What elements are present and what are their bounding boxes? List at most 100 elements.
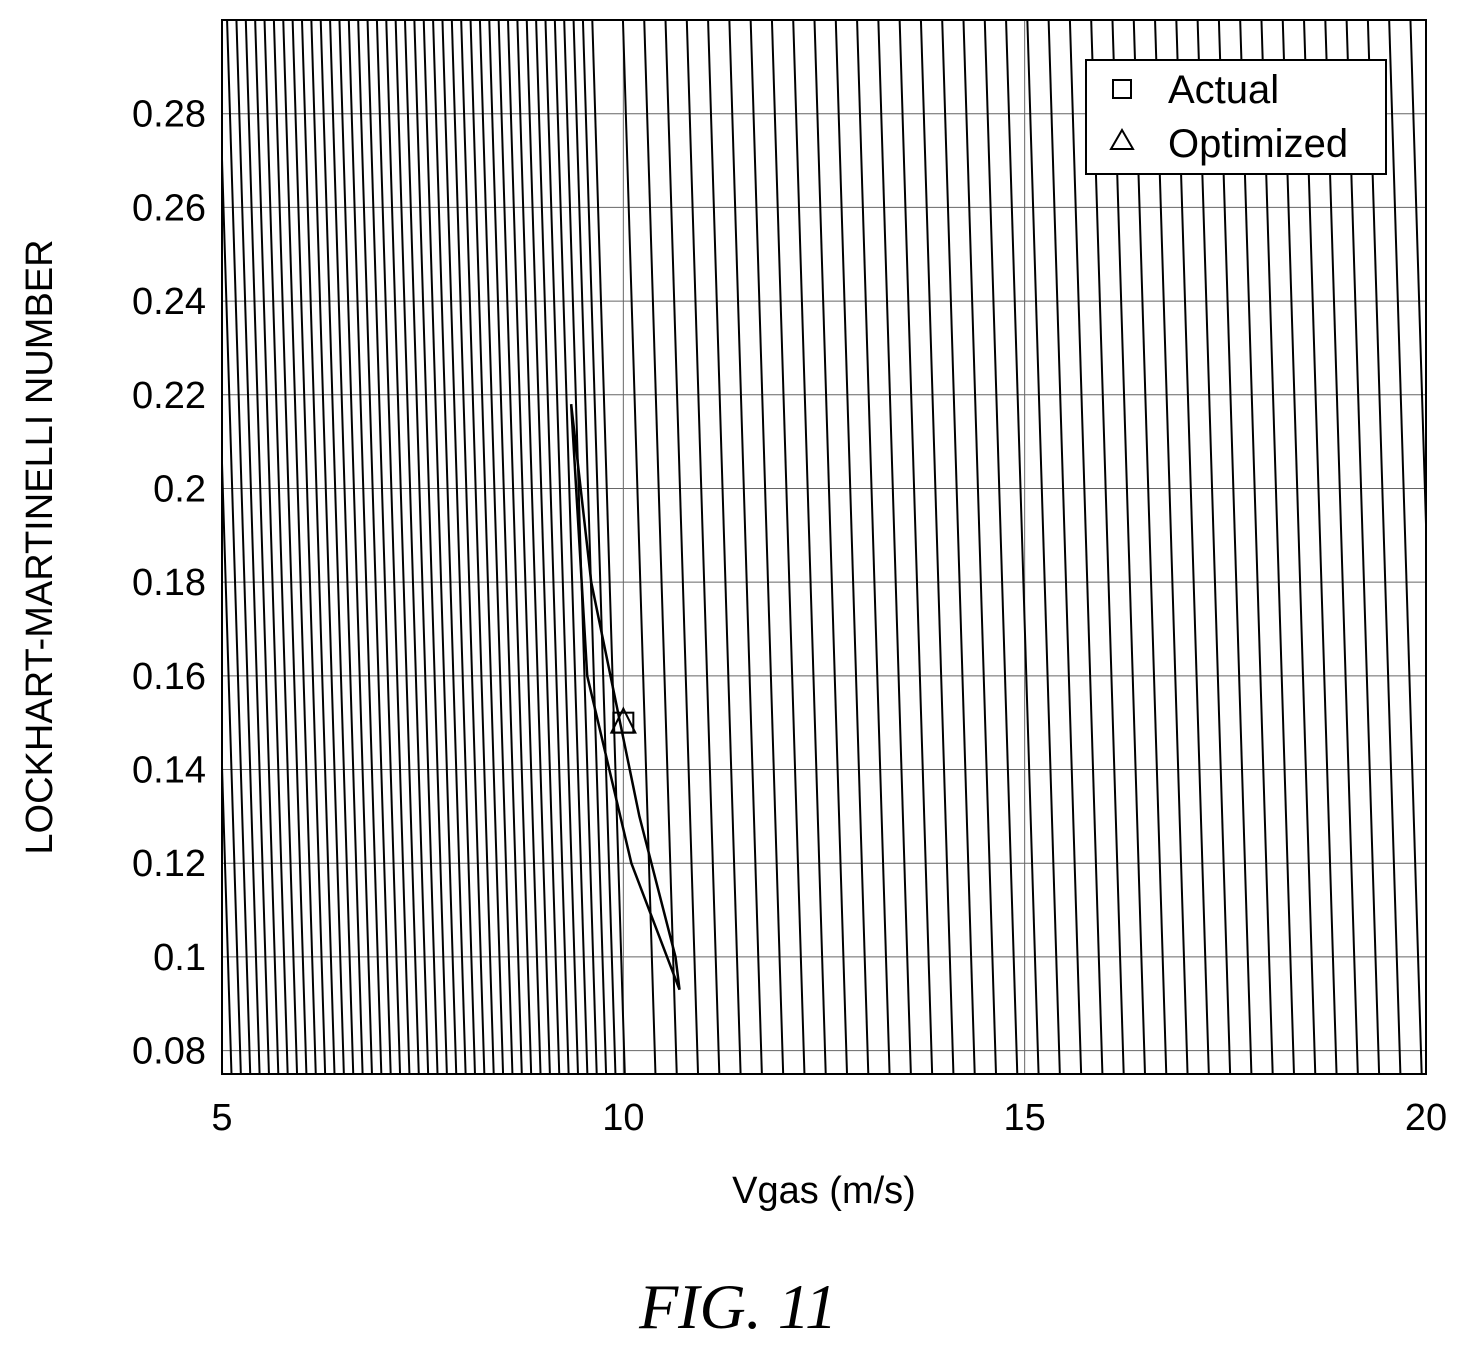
y-tick-labels: 0.08 0.1 0.12 0.14 0.16 0.18 0.2 0.22 0.24 0.26 0.… bbox=[132, 94, 206, 1073]
contour-line bbox=[1132, 20, 1168, 1074]
contour-line bbox=[728, 20, 763, 1074]
contour-line bbox=[919, 20, 955, 1074]
y-tick-label: 0.14 bbox=[132, 750, 206, 792]
contour-line bbox=[1090, 20, 1125, 1074]
y-tick-label: 0.12 bbox=[132, 843, 206, 885]
x-tick-label: 15 bbox=[1004, 1097, 1046, 1139]
contour-line bbox=[235, 20, 270, 1074]
contour-line bbox=[1068, 20, 1104, 1074]
y-tick-label: 0.1 bbox=[153, 937, 206, 979]
contour-line bbox=[1111, 20, 1146, 1074]
contour-line bbox=[685, 20, 721, 1074]
contour-line bbox=[1175, 20, 1210, 1074]
contour-line bbox=[366, 20, 402, 1074]
contour-line bbox=[525, 20, 561, 1074]
contour-line bbox=[1303, 20, 1338, 1074]
data-markers bbox=[609, 706, 637, 734]
contour-line bbox=[450, 20, 486, 1074]
contour-line bbox=[226, 20, 261, 1074]
contour-line bbox=[432, 20, 467, 1074]
contour-line bbox=[347, 20, 383, 1074]
legend-box bbox=[1085, 59, 1387, 175]
contour-line bbox=[591, 20, 626, 1074]
contour-line bbox=[460, 20, 495, 1074]
contour-line bbox=[962, 20, 997, 1074]
contour-line bbox=[1345, 20, 1381, 1074]
contour-line bbox=[535, 20, 570, 1074]
contour-line bbox=[544, 20, 579, 1074]
contour-line bbox=[222, 734, 233, 1074]
y-tick-label: 0.18 bbox=[132, 562, 206, 604]
contour-line bbox=[1026, 20, 1061, 1074]
contour-line bbox=[1388, 20, 1423, 1074]
x-tick-label: 20 bbox=[1405, 1097, 1447, 1139]
contour-line bbox=[1196, 20, 1232, 1074]
contour-line bbox=[300, 20, 336, 1074]
contour-line bbox=[394, 20, 430, 1074]
contour-line bbox=[1005, 20, 1040, 1074]
contour-line bbox=[488, 20, 523, 1074]
contour-line bbox=[357, 20, 392, 1074]
contour-line bbox=[553, 20, 589, 1074]
contour-line bbox=[385, 20, 420, 1074]
contour-line bbox=[282, 20, 317, 1074]
legend-triangle-icon bbox=[1109, 128, 1135, 150]
y-tick-label: 0.2 bbox=[153, 468, 206, 510]
contour-line bbox=[478, 20, 514, 1074]
contour-line bbox=[877, 20, 912, 1074]
contour-line bbox=[413, 20, 448, 1074]
x-tick-label: 10 bbox=[602, 1097, 644, 1139]
contour-line bbox=[664, 20, 700, 1074]
y-tick-label: 0.16 bbox=[132, 656, 206, 698]
x-tick-label: 5 bbox=[211, 1097, 232, 1139]
contour-line bbox=[375, 20, 411, 1074]
legend-label-actual: Actual bbox=[1168, 68, 1279, 112]
contour-line bbox=[749, 20, 785, 1074]
contour-line bbox=[834, 20, 870, 1074]
contour-line bbox=[422, 20, 458, 1074]
contour-line bbox=[244, 20, 280, 1074]
y-tick-label: 0.26 bbox=[132, 187, 206, 229]
contour-line bbox=[1047, 20, 1083, 1074]
contour-line bbox=[581, 20, 617, 1074]
figure-caption: FIG. 11 bbox=[638, 1271, 837, 1342]
contour-line bbox=[263, 20, 299, 1074]
y-tick-label: 0.28 bbox=[132, 94, 206, 136]
contour-line bbox=[621, 20, 657, 1074]
y-tick-label: 0.24 bbox=[132, 281, 206, 323]
contour-line bbox=[770, 20, 806, 1074]
legend-label-optimized: Optimized bbox=[1168, 122, 1348, 166]
contour-line bbox=[497, 20, 533, 1074]
contour-line bbox=[792, 20, 827, 1074]
contour-line bbox=[254, 20, 289, 1074]
contour-line bbox=[1366, 20, 1402, 1074]
plot-frame bbox=[221, 19, 1427, 1075]
contour-line bbox=[469, 20, 505, 1074]
contour-line bbox=[310, 20, 345, 1074]
contour-line bbox=[1324, 20, 1359, 1074]
contour-line bbox=[1217, 20, 1253, 1074]
contour-line-inner bbox=[569, 403, 681, 991]
contour-line bbox=[856, 20, 891, 1074]
legend: Actual Optimized bbox=[1085, 59, 1387, 175]
contour-line bbox=[291, 20, 327, 1074]
contour-line bbox=[338, 20, 373, 1074]
x-tick-labels: 5 10 15 20 bbox=[211, 1097, 1447, 1139]
legend-square-icon bbox=[1112, 79, 1132, 99]
y-tick-label: 0.08 bbox=[132, 1031, 206, 1073]
contour-line bbox=[329, 20, 364, 1074]
contour-line bbox=[403, 20, 439, 1074]
contour-line bbox=[272, 20, 308, 1074]
contour-line bbox=[222, 430, 242, 1074]
contour-line bbox=[319, 20, 355, 1074]
contour-line bbox=[507, 20, 542, 1074]
contour-lines bbox=[222, 20, 1426, 1074]
contour-line bbox=[707, 20, 742, 1074]
contour-line bbox=[898, 20, 934, 1074]
contour-line bbox=[516, 20, 551, 1074]
optimized-marker bbox=[609, 706, 637, 734]
contour-line bbox=[1281, 20, 1317, 1074]
y-tick-label: 0.22 bbox=[132, 375, 206, 417]
contour-line bbox=[941, 20, 976, 1074]
